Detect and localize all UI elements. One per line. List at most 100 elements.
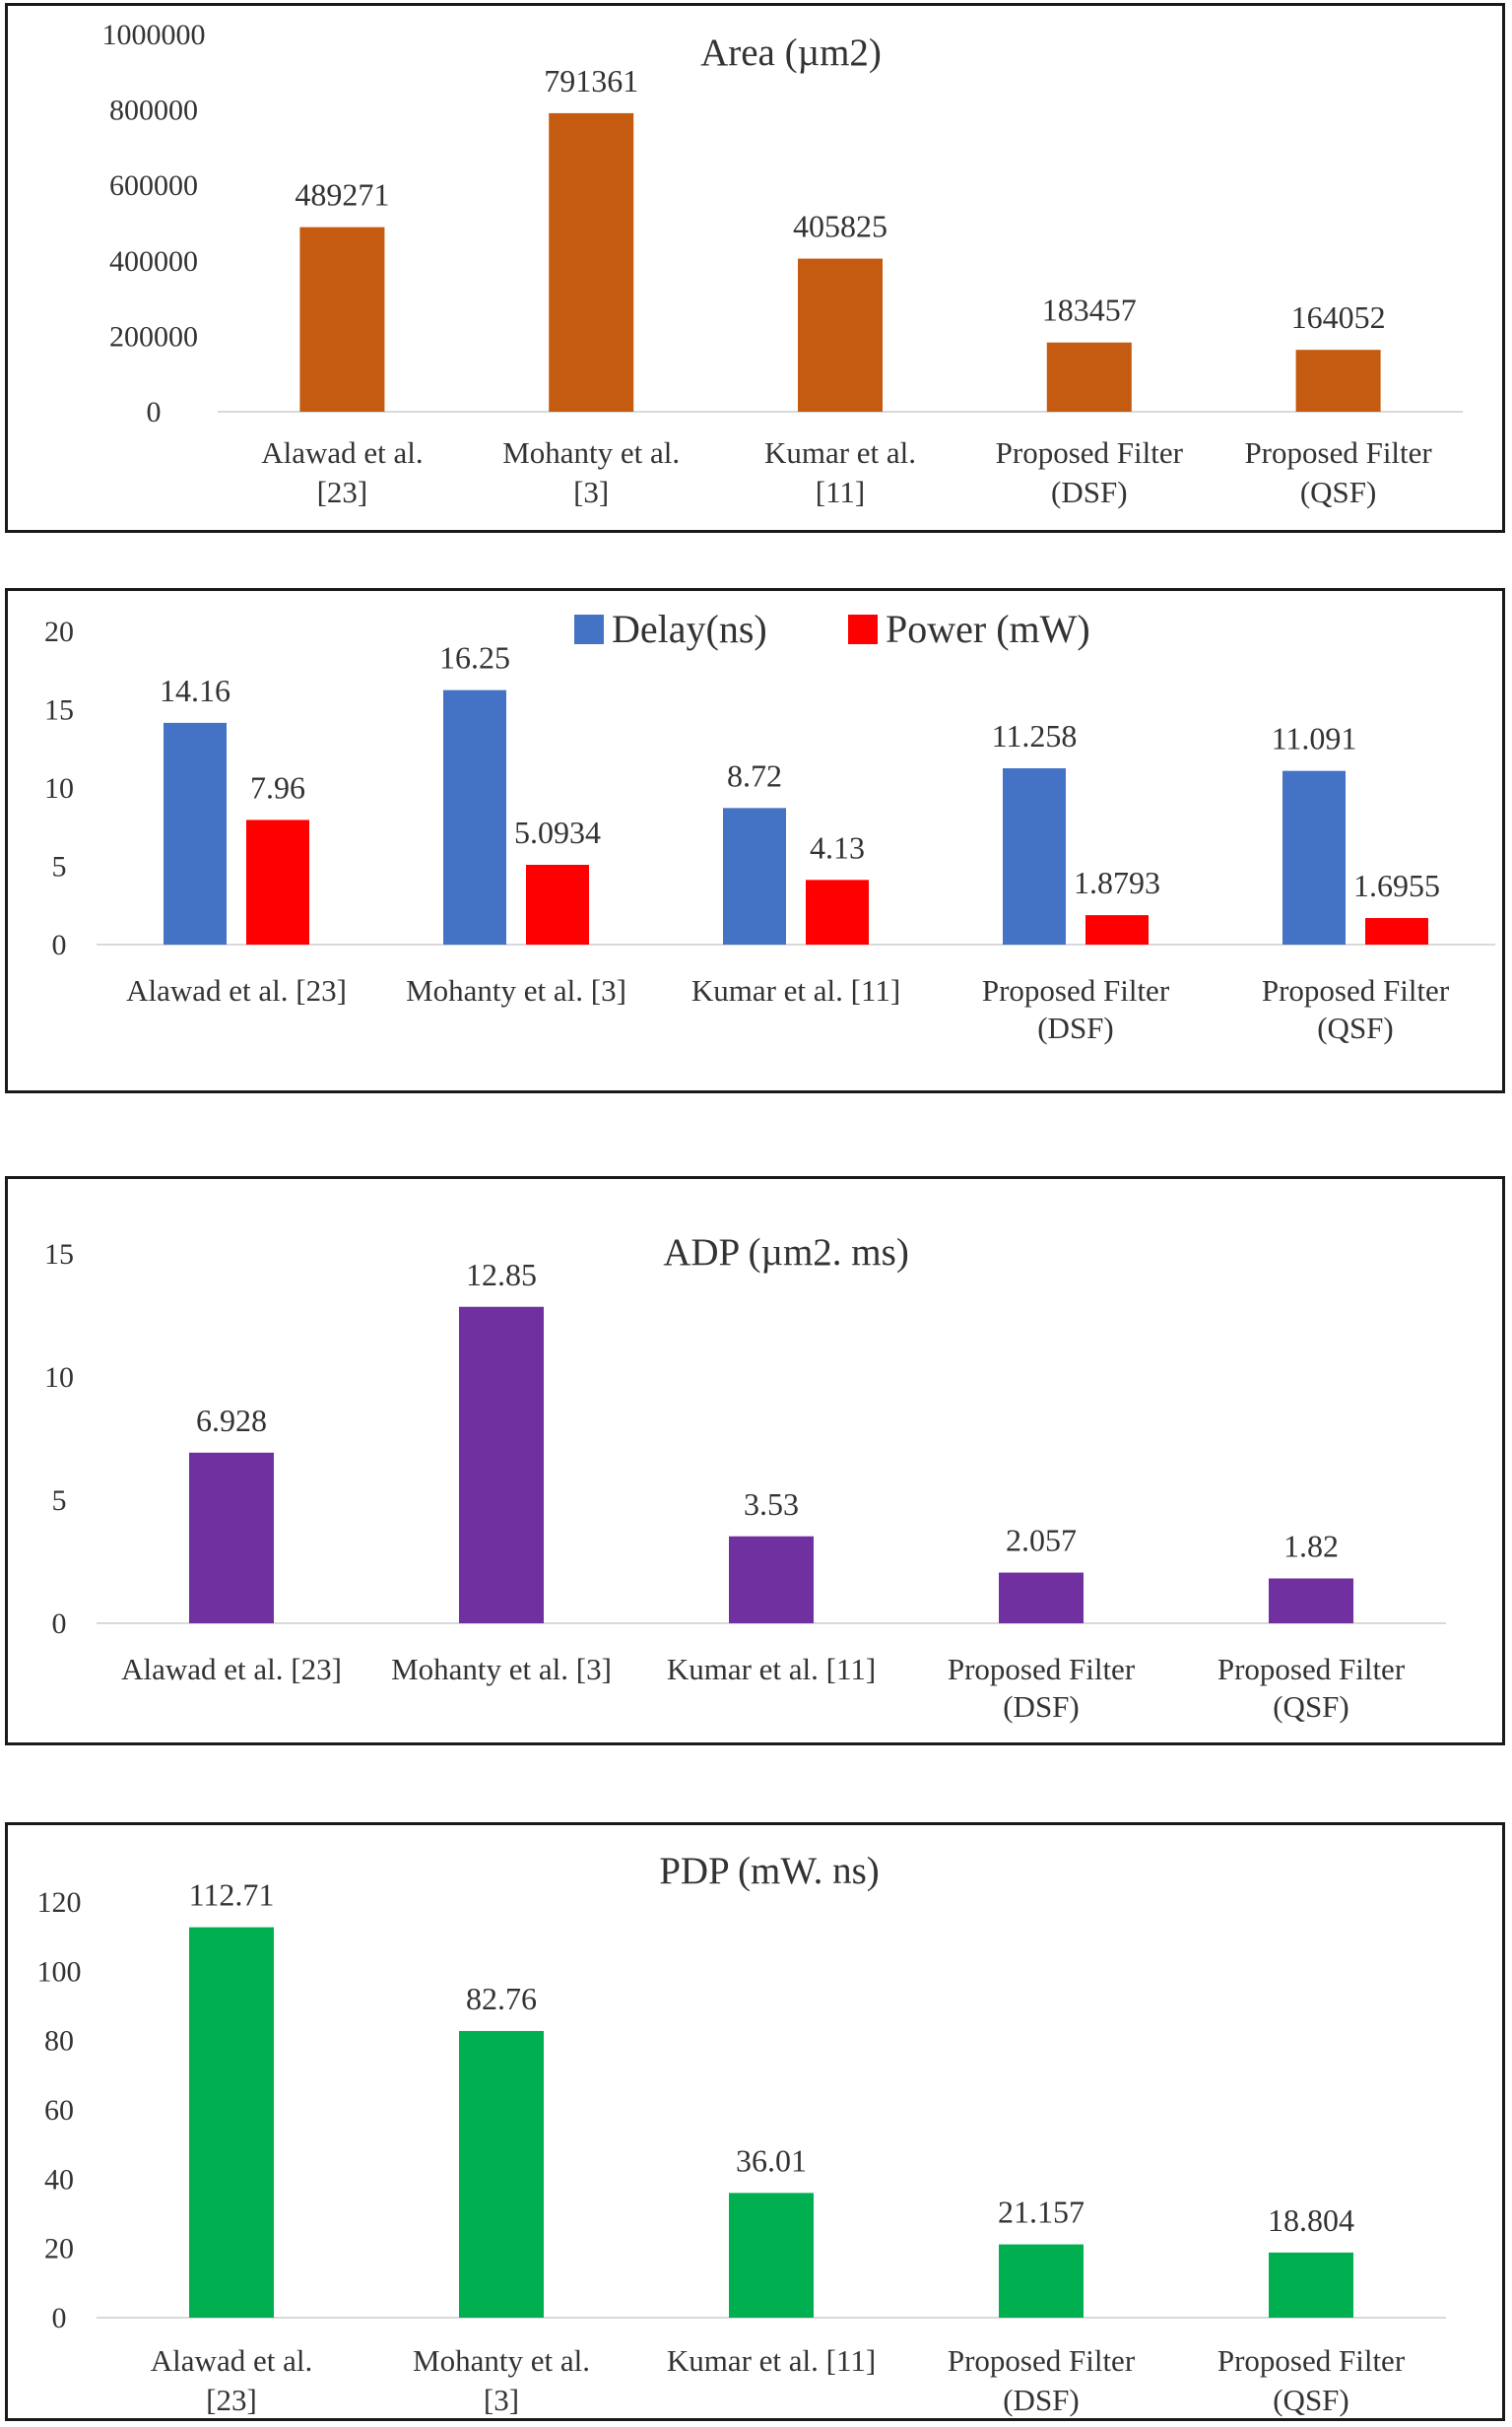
data-label: 4.13 — [810, 829, 865, 865]
chart-title: Area (µm2) — [700, 32, 882, 74]
x-tick-label: Proposed Filter (DSF) — [996, 435, 1184, 509]
bar-value-0 — [299, 227, 385, 412]
bar-value-1 — [549, 112, 634, 412]
pdp-chart-panel: 0 20 40 60 80 100 120 112.71 82.76 36.01 21.157 18.… — [5, 1822, 1505, 2421]
bar-value-4 — [1269, 2252, 1353, 2318]
bar-value-1 — [459, 2030, 544, 2318]
bar-delayns-2 — [723, 808, 786, 945]
y-tick-label: 10 — [44, 1361, 74, 1394]
x-tick-label: Alawad et al. [23] — [261, 435, 423, 509]
x-tick-label: Proposed Filter (QSF) — [1217, 1652, 1406, 1724]
data-label: 14.16 — [160, 673, 230, 708]
x-tick-label: Mohanty et al. [3] — [413, 2343, 590, 2417]
y-tick-label: 0 — [52, 1607, 67, 1640]
y-tick-label: 80 — [44, 2025, 74, 2058]
data-label: 164052 — [1291, 299, 1386, 335]
x-tick-label: Alawad et al. [23] — [126, 973, 347, 1008]
chart-title: ADP (µm2. ms) — [663, 1231, 909, 1274]
bar-value-4 — [1295, 350, 1381, 412]
data-label: 791361 — [544, 63, 638, 98]
bar-value-4 — [1269, 1578, 1353, 1623]
y-tick-label: 10 — [44, 772, 74, 805]
legend-label: Power (mW) — [886, 607, 1090, 651]
y-tick-label: 15 — [44, 694, 74, 727]
bar-value-3 — [999, 1572, 1084, 1623]
data-label: 36.01 — [736, 2142, 807, 2178]
data-label: 112.71 — [189, 1877, 275, 1913]
chart-title: PDP (mW. ns) — [659, 1850, 880, 1892]
bar-value-2 — [729, 1536, 814, 1623]
y-tick-label: 800000 — [109, 95, 198, 127]
x-tick-label: Proposed Filter (DSF) — [948, 2343, 1136, 2417]
delay-power-chart: 0 5 10 15 20 14.16 16.25 8.72 11.258 11.091 7.96 5.… — [44, 607, 1495, 1045]
y-tick-label: 120 — [37, 1886, 82, 1919]
area-chart: 0 200000 400000 600000 800000 1000000 489271 79… — [102, 19, 1463, 509]
bar-value-3 — [999, 2244, 1084, 2318]
y-tick-label: 20 — [44, 2233, 74, 2265]
y-tick-label: 20 — [44, 616, 74, 648]
bar-powermw-3 — [1085, 915, 1149, 945]
bar-delayns-4 — [1282, 770, 1346, 945]
bar-delayns-1 — [443, 689, 506, 945]
y-tick-label: 0 — [52, 929, 67, 961]
x-tick-label: Proposed Filter (QSF) — [1262, 973, 1450, 1045]
x-tick-label: Proposed Filter (QSF) — [1217, 2343, 1406, 2417]
x-tick-label: Mohanty et al. [3] — [502, 435, 680, 509]
data-label: 405825 — [793, 209, 887, 244]
data-label: 5.0934 — [514, 815, 601, 850]
bar-powermw-4 — [1365, 918, 1428, 945]
y-tick-label: 5 — [52, 851, 67, 884]
x-tick-label: Proposed Filter (DSF) — [982, 973, 1170, 1045]
pdp-chart: 0 20 40 60 80 100 120 112.71 82.76 36.01 21.157 18.… — [37, 1850, 1446, 2417]
data-label: 18.804 — [1268, 2202, 1354, 2238]
bar-powermw-2 — [806, 880, 869, 945]
data-label: 183457 — [1042, 293, 1137, 328]
bar-powermw-1 — [526, 865, 589, 945]
bar-value-2 — [798, 258, 883, 412]
x-tick-label: Mohanty et al. [3] — [391, 1652, 612, 1686]
bar-powermw-0 — [246, 820, 309, 945]
data-label: 1.82 — [1283, 1529, 1339, 1564]
data-label: 82.76 — [466, 1981, 537, 2016]
data-label: 489271 — [295, 177, 389, 213]
adp-chart-panel: 0 5 10 15 6.928 12.85 3.53 2.057 1.82 Alawad et a… — [5, 1176, 1505, 1745]
bar-value-3 — [1046, 342, 1132, 412]
x-tick-label: Proposed Filter (QSF) — [1244, 435, 1432, 509]
x-tick-label: Kumar et al. [11] — [667, 1652, 876, 1686]
data-label: 16.25 — [439, 640, 510, 676]
bar-delayns-0 — [164, 722, 227, 945]
x-tick-label: Mohanty et al. [3] — [406, 973, 626, 1008]
bar-delayns-3 — [1003, 767, 1066, 945]
y-tick-label: 100 — [37, 1955, 82, 1988]
y-tick-label: 600000 — [109, 169, 198, 202]
legend-label: Delay(ns) — [612, 607, 767, 651]
data-label: 3.53 — [744, 1486, 799, 1522]
y-tick-label: 60 — [44, 2094, 74, 2127]
delay-power-chart-panel: 0 5 10 15 20 14.16 16.25 8.72 11.258 11.091 7.96 5.… — [5, 588, 1505, 1093]
data-label: 2.057 — [1006, 1523, 1077, 1558]
bar-value-0 — [189, 1452, 274, 1623]
data-label: 11.091 — [1272, 721, 1357, 756]
adp-chart: 0 5 10 15 6.928 12.85 3.53 2.057 1.82 Alawad et a… — [44, 1231, 1446, 1724]
x-tick-label: Kumar et al. [11] — [691, 973, 900, 1008]
data-label: 12.85 — [466, 1257, 537, 1292]
y-tick-label: 5 — [52, 1484, 67, 1517]
y-tick-label: 0 — [147, 396, 162, 428]
bar-value-1 — [459, 1306, 544, 1623]
y-tick-label: 1000000 — [102, 19, 206, 51]
bar-value-2 — [729, 2193, 814, 2318]
data-label: 11.258 — [992, 718, 1078, 754]
data-label: 6.928 — [196, 1403, 267, 1438]
legend-swatch — [848, 615, 878, 644]
x-tick-label: Alawad et al. [23] — [151, 2343, 312, 2417]
y-tick-label: 0 — [52, 2302, 67, 2334]
bar-value-0 — [189, 1927, 274, 2318]
y-tick-label: 400000 — [109, 245, 198, 278]
area-chart-panel: 0 200000 400000 600000 800000 1000000 489271 79… — [5, 3, 1505, 533]
y-tick-label: 40 — [44, 2163, 74, 2196]
x-tick-label: Kumar et al. [11] — [764, 435, 916, 509]
y-tick-label: 15 — [44, 1238, 74, 1271]
x-tick-label: Alawad et al. [23] — [121, 1652, 342, 1686]
y-tick-label: 200000 — [109, 320, 198, 353]
data-label: 1.6955 — [1353, 868, 1440, 903]
